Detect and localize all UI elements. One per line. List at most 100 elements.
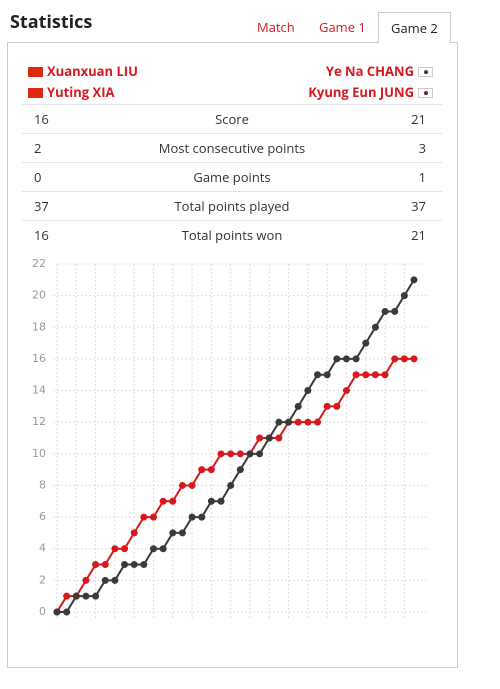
tab[interactable]: Match [257,18,295,36]
point [294,418,302,426]
point [304,418,312,426]
point [410,355,418,363]
point [63,608,71,616]
point [342,355,350,363]
point [140,513,148,521]
point [227,481,235,489]
table-cell: 37 [411,197,426,215]
y-tick-label: 2 [39,573,46,586]
point [236,450,244,458]
point [362,339,370,347]
point [121,545,129,553]
point [149,513,157,521]
point [53,608,61,616]
point [198,513,206,521]
y-tick-label: 8 [39,478,46,491]
table-cell: 0 [34,168,42,186]
point [178,529,186,537]
point [188,513,196,521]
table-cell: Most consecutive points [158,139,306,157]
y-tick-label: 14 [32,384,46,397]
point [188,481,196,489]
point [82,592,90,600]
point [92,592,100,600]
table-row: 16 Score 21 [22,104,442,134]
point [352,371,360,379]
point [275,418,283,426]
point [323,371,331,379]
point [101,561,109,569]
point [121,561,129,569]
point [314,418,322,426]
point [333,355,341,363]
table-cell: 37 [34,197,49,215]
flag [28,67,43,77]
point [178,481,186,489]
point [169,497,177,505]
point [159,497,167,505]
table-row: 0 Game points 1 [22,162,442,192]
point [314,371,322,379]
point [72,592,80,600]
point [198,466,206,474]
flag [418,67,433,77]
point [294,402,302,410]
table-cell: Total points played [174,197,290,215]
point [275,434,283,442]
point [256,450,264,458]
table-cell: 16 [34,110,49,128]
point [92,561,100,569]
point [342,387,350,395]
player: Kyung Eun JUNG [308,83,433,101]
tab-active[interactable]: Game 2 [378,12,451,44]
point [400,292,408,300]
point [207,497,215,505]
point [130,529,138,537]
y-tick-label: 0 [39,605,46,618]
table-row: 37 Total points played 37 [22,191,442,221]
point [130,561,138,569]
y-tick-label: 6 [39,510,46,523]
flag [28,88,43,98]
table-cell: 3 [418,139,426,157]
player: Xuanxuan LIU [28,62,138,80]
player: Ye Na CHANG [326,62,433,80]
point [140,561,148,569]
table-cell: Total points won [181,226,283,244]
point [391,355,399,363]
point [236,466,244,474]
point [333,402,341,410]
y-tick-label: 4 [39,542,46,555]
point [391,307,399,315]
tab[interactable]: Game 1 [319,18,366,36]
point [217,497,225,505]
point [159,545,167,553]
table-row: 2 Most consecutive points 3 [22,133,442,163]
point [169,529,177,537]
point [82,576,90,584]
y-tick-label: 16 [32,352,46,365]
point [227,450,235,458]
player: Yuting XIA [28,83,114,101]
flag [418,88,433,98]
table-row: 16 Total points won 21 [22,220,442,250]
point [101,576,109,584]
player-name: Ye Na CHANG [325,62,414,80]
title: Statistics [10,10,93,34]
point [63,592,71,600]
point [207,466,215,474]
point [149,545,157,553]
y-tick-label: 22 [32,257,46,270]
series-line [57,279,415,613]
point [111,576,119,584]
table-cell: Score [215,110,249,128]
point [371,371,379,379]
point [381,371,389,379]
point [410,276,418,284]
point [362,371,370,379]
y-tick-label: 20 [32,289,46,302]
point [246,450,254,458]
point [256,434,264,442]
